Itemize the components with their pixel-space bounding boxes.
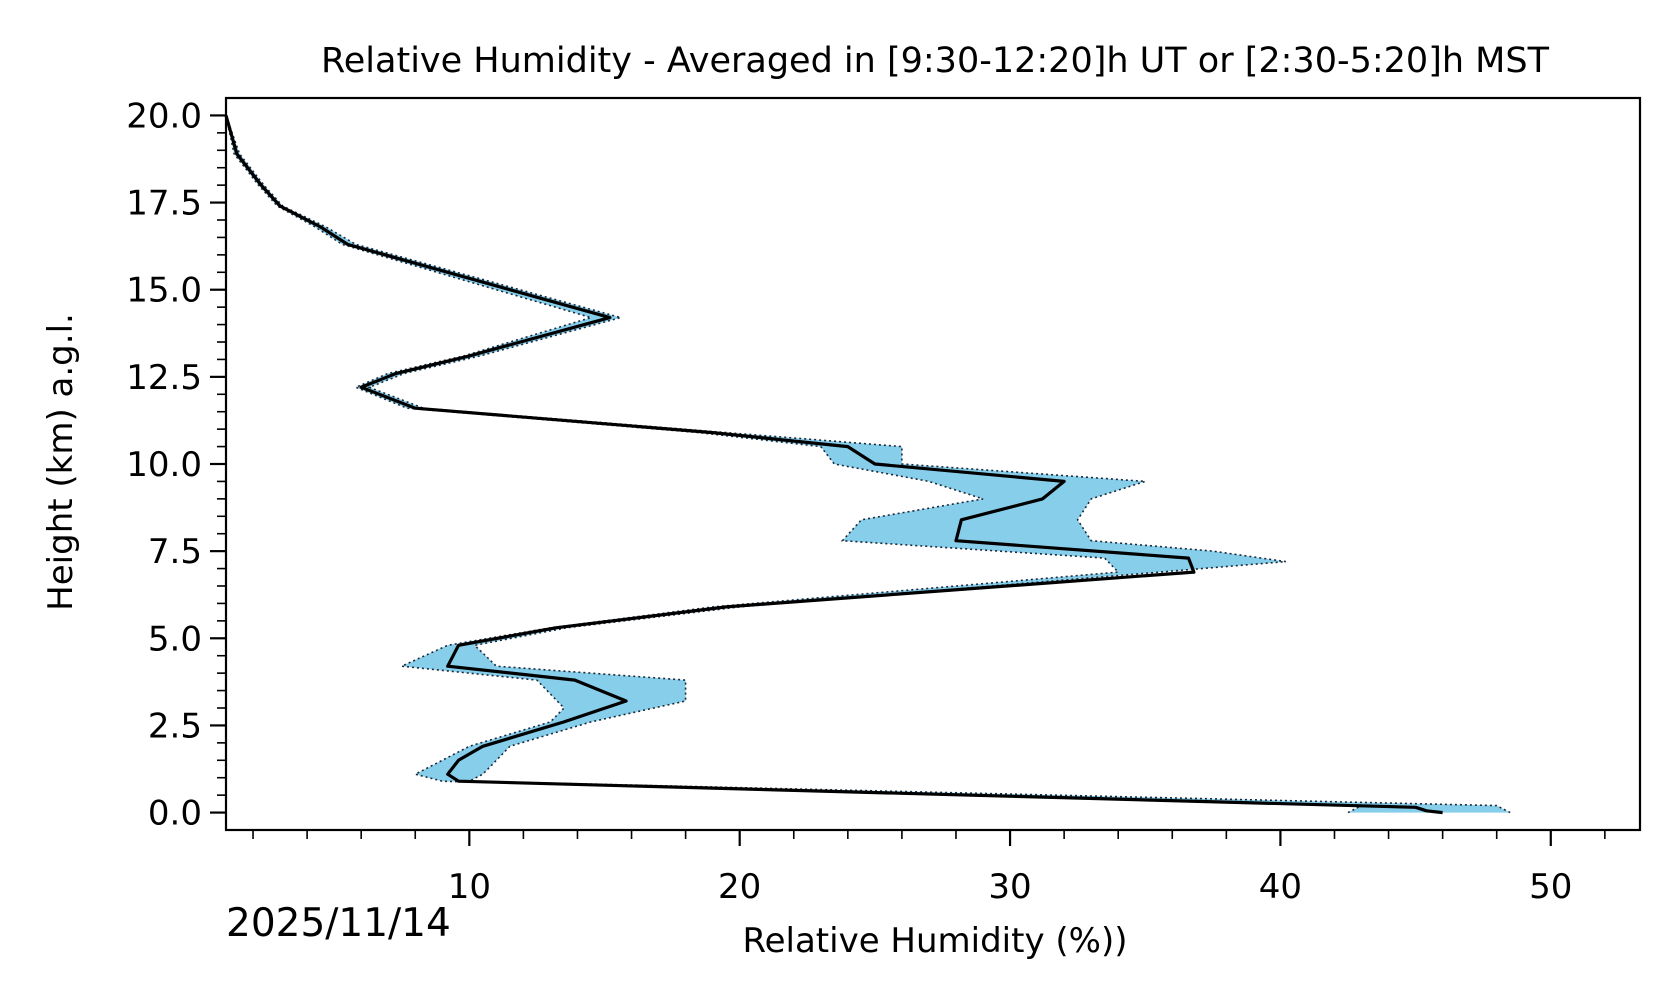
- date-label: 2025/11/14: [226, 901, 451, 946]
- ticks-layer: [210, 114, 1606, 846]
- x-axis-label: Relative Humidity (%)): [743, 921, 1128, 961]
- x-tick-label: 10: [448, 867, 491, 907]
- uncertainty-band-layer: [225, 115, 1511, 814]
- chart-title: Relative Humidity - Averaged in [9:30-12…: [321, 41, 1550, 81]
- y-tick-label: 10.0: [126, 445, 202, 485]
- x-tick-label: 30: [988, 867, 1031, 907]
- y-tick-label: 7.5: [148, 532, 202, 572]
- y-tick-label: 5.0: [148, 619, 202, 659]
- mean-humidity-line: [224, 114, 1443, 815]
- y-tick-label: 17.5: [126, 184, 202, 224]
- y-tick-label: 20.0: [126, 96, 202, 136]
- axes-frame-layer: [224, 96, 1642, 832]
- mean-line-layer: [224, 114, 1443, 815]
- x-tick-label: 40: [1259, 867, 1302, 907]
- y-tick-label: 0.0: [148, 794, 202, 834]
- y-tick-label: 15.0: [126, 271, 202, 311]
- y-tick-label: 12.5: [126, 358, 202, 398]
- band-lower-edge: [225, 115, 1362, 814]
- uncertainty-band: [226, 115, 1511, 813]
- x-tick-label: 50: [1529, 867, 1572, 907]
- y-axis-label: Height (km) a.g.l.: [41, 313, 81, 611]
- x-tick-label: 20: [718, 867, 761, 907]
- labels-layer: Relative Humidity - Averaged in [9:30-12…: [41, 41, 1572, 961]
- y-tick-label: 2.5: [148, 706, 202, 746]
- band-upper-edge: [225, 115, 1511, 814]
- plot-frame: [224, 96, 1642, 832]
